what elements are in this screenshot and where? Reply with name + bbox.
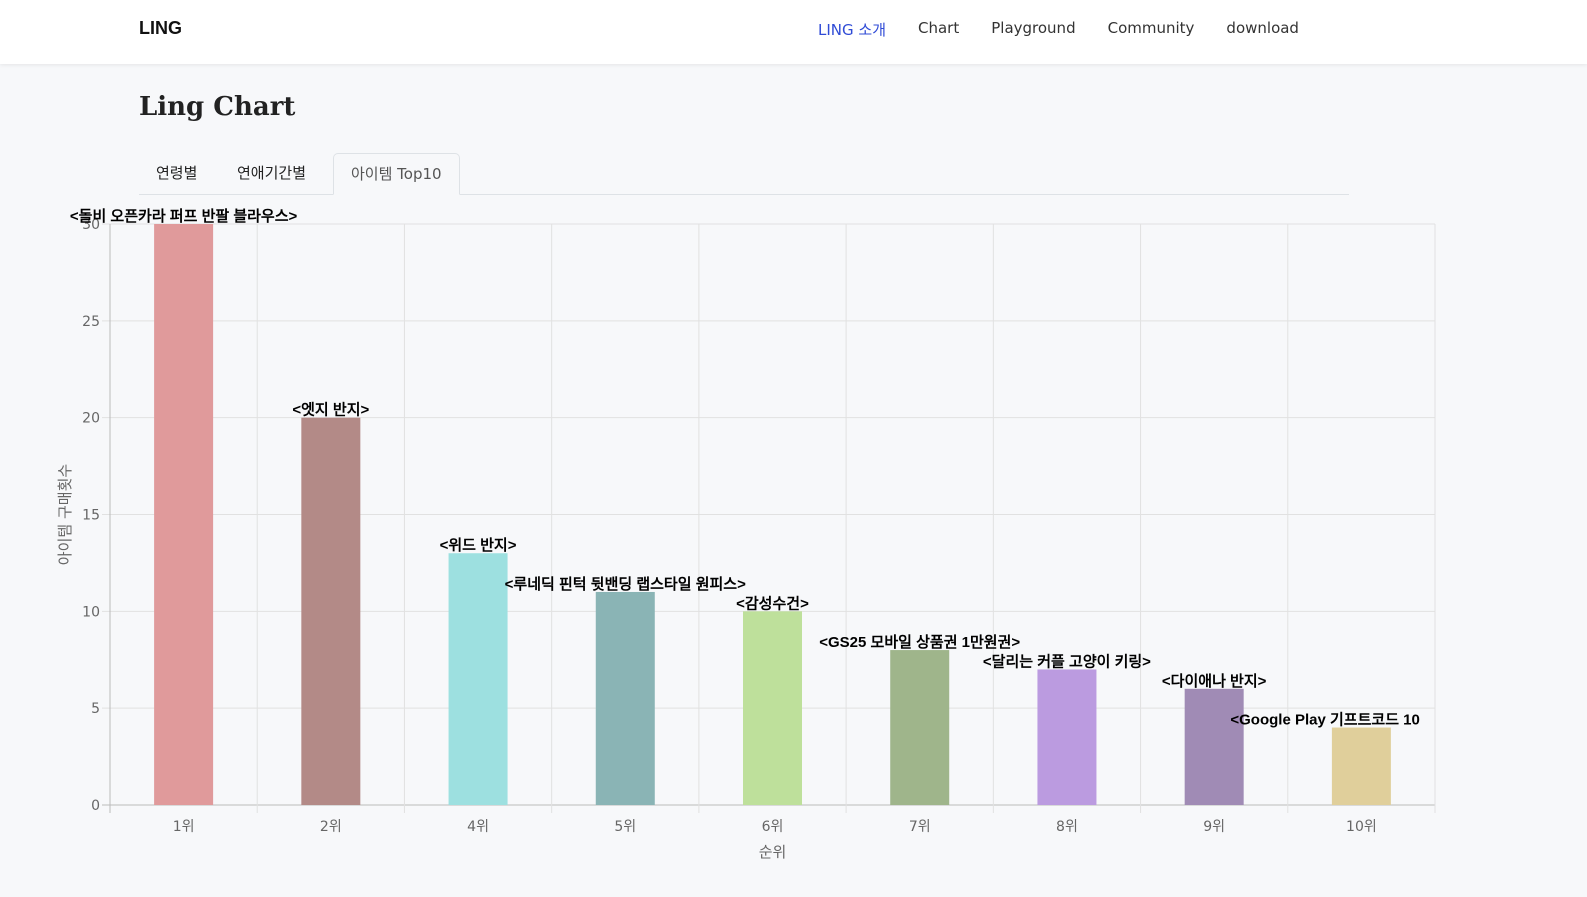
bar-1 <box>154 224 214 805</box>
data-label: <GS25 모바일 상품권 1만원권> <box>819 633 1020 651</box>
data-label: <위드 반지> <box>440 537 517 554</box>
y-tick-label: 10 <box>82 604 100 620</box>
y-tick-label: 15 <box>82 508 100 524</box>
bar-3 <box>448 553 508 805</box>
y-tick-label: 25 <box>82 314 100 330</box>
y-tick-label: 0 <box>91 798 100 814</box>
x-tick-label: 8위 <box>1056 819 1078 835</box>
x-axis-title: 순위 <box>759 843 787 861</box>
x-tick-label: 6위 <box>762 819 784 835</box>
data-label: <돌비 오픈카라 퍼프 반팔 블라우스> <box>70 207 298 225</box>
data-label: <Google Play 기프트코드 10 <box>1230 712 1419 729</box>
page-title: Ling Chart <box>139 92 296 122</box>
y-axis-title: 아이템 구매횟수 <box>56 464 74 565</box>
y-tick-label: 5 <box>91 701 100 717</box>
bar-9 <box>1331 727 1391 805</box>
x-tick-label: 9위 <box>1203 819 1225 835</box>
tab-dating-period[interactable]: 연애기간별 <box>237 164 307 182</box>
bar-5 <box>743 611 802 805</box>
brand-logo[interactable]: LING <box>139 18 182 38</box>
data-label: <다이애나 반지> <box>1162 673 1267 690</box>
nav-link-download[interactable]: download <box>1226 19 1299 37</box>
x-tick-label: 10위 <box>1346 819 1377 835</box>
x-tick-label: 5위 <box>614 819 636 835</box>
x-tick-label: 2위 <box>320 819 342 835</box>
bar-2 <box>301 417 361 805</box>
x-tick-label: 7위 <box>909 819 931 835</box>
y-tick-label: 30 <box>82 217 100 233</box>
bar-7 <box>1037 669 1097 805</box>
bar-6 <box>890 650 950 805</box>
bar-8 <box>1184 688 1244 805</box>
data-label: <감성수건> <box>736 594 809 612</box>
chart-tabs: 연령별 연애기간별 아이템 Top10 <box>139 153 1349 195</box>
nav-link-ling-intro[interactable]: LING 소개 <box>818 21 886 39</box>
x-tick-label: 1위 <box>173 819 195 835</box>
bar-4 <box>595 591 655 805</box>
x-tick-label: 4위 <box>467 819 489 835</box>
data-label: <달리는 커플 고양이 키링> <box>983 652 1151 670</box>
data-label: <엣지 반지> <box>292 401 369 419</box>
tab-age[interactable]: 연령별 <box>156 164 198 182</box>
nav-link-community[interactable]: Community <box>1107 19 1195 37</box>
tab-item-top10[interactable]: 아이템 Top10 <box>333 153 460 195</box>
nav-link-chart[interactable]: Chart <box>918 19 960 37</box>
data-label: <루네딕 핀턱 뒷밴딩 랩스타일 원피스> <box>505 575 746 593</box>
nav-link-playground[interactable]: Playground <box>991 19 1076 37</box>
top-navbar: LING LING 소개 Chart Playground Community … <box>0 0 1587 64</box>
y-tick-label: 20 <box>82 411 100 427</box>
nav-links: LING 소개 Chart Playground Community downl… <box>818 19 1299 40</box>
